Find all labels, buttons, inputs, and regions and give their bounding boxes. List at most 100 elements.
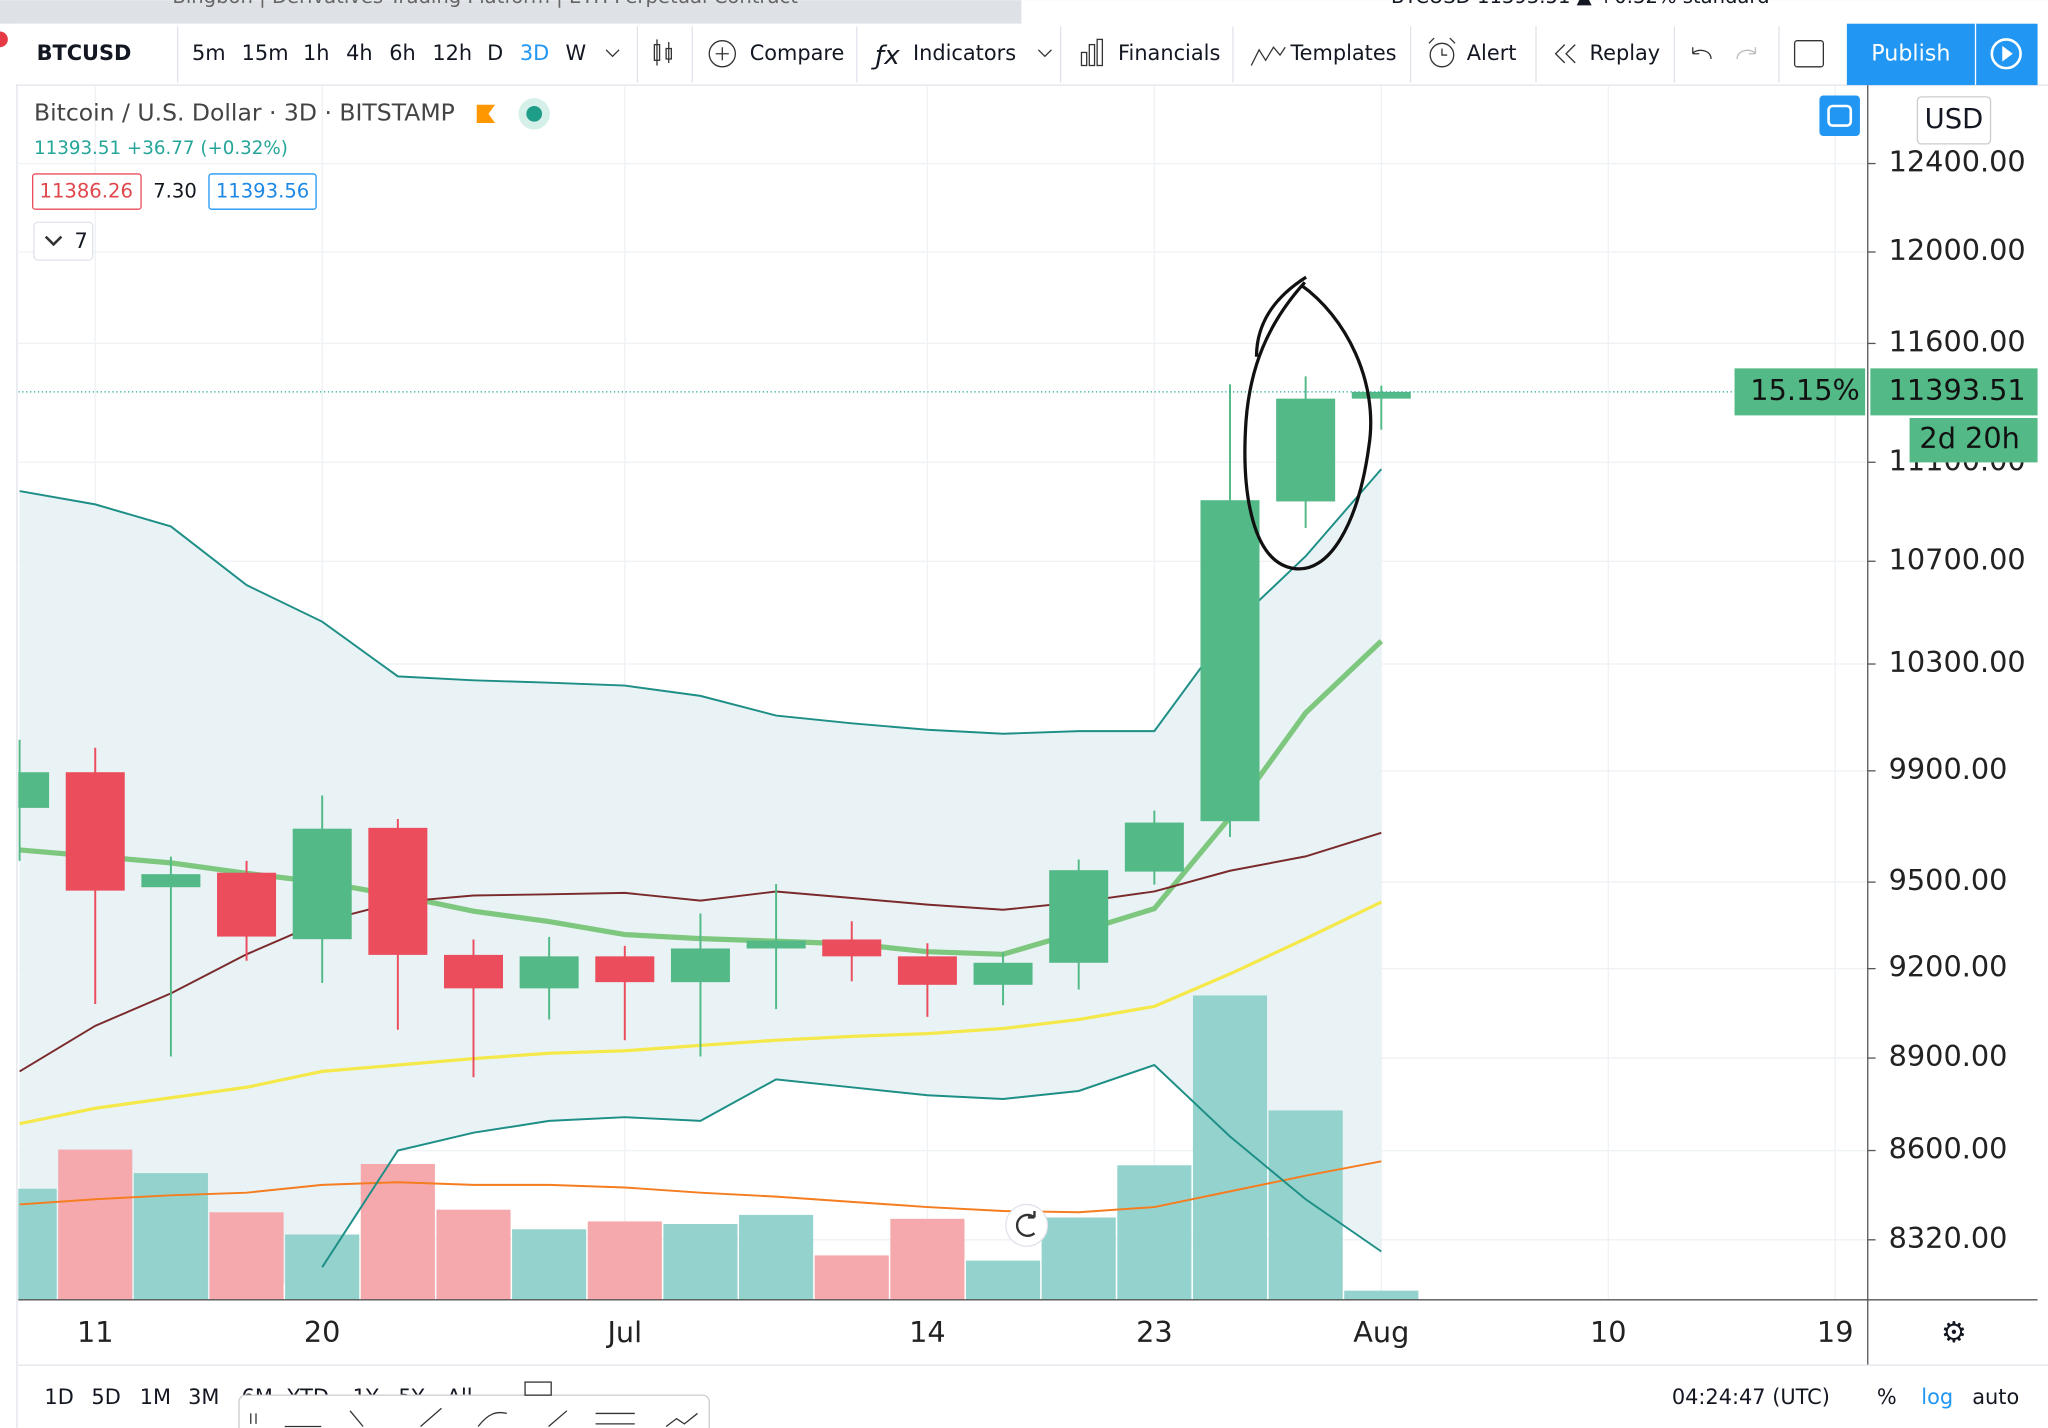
plot <box>18 85 1868 1300</box>
range[interactable]: 3M <box>188 1385 219 1409</box>
indicators[interactable]: Indicators <box>913 41 1016 65</box>
layout-button[interactable] <box>1793 40 1824 68</box>
volume-ma <box>19 1160 1382 1214</box>
candle-body <box>217 872 277 937</box>
tab-title[interactable]: BTCUSD 11393.51 ▲ +0.32% standard <box>1391 0 1770 8</box>
y-tick-label: 10700.00 <box>1889 542 2026 576</box>
volume-bar <box>18 1188 57 1300</box>
candle-body <box>1351 391 1411 399</box>
candle-body <box>1124 822 1184 872</box>
symbol[interactable]: BTCUSD <box>37 41 132 65</box>
fx-icon[interactable]: ƒx <box>870 41 900 71</box>
chevron[interactable] <box>605 49 620 58</box>
volume-bar <box>814 1255 889 1300</box>
drawing-tools[interactable] <box>250 1381 698 1428</box>
x-tick-label: 19 <box>1817 1315 1854 1349</box>
play-icon <box>1990 38 2022 70</box>
volume-bar <box>1192 995 1268 1300</box>
annotation-ellipse <box>1243 275 1373 571</box>
volume-bar <box>1117 1165 1192 1300</box>
y-tick-label: 8320.00 <box>1889 1221 2008 1255</box>
interval[interactable]: 12h <box>432 41 472 65</box>
chevron[interactable] <box>44 235 63 247</box>
fullscreen-button[interactable] <box>1819 95 1860 137</box>
interval[interactable]: 1h <box>303 41 330 65</box>
currency[interactable]: USD <box>1925 104 1984 135</box>
y-tick-label: 10300.00 <box>1889 645 2026 679</box>
replay-icon[interactable] <box>1554 44 1576 64</box>
x-tick-label: Aug <box>1353 1315 1409 1349</box>
volume-bar <box>1344 1290 1419 1300</box>
play-icon <box>2002 45 2013 62</box>
log-toggle[interactable]: log <box>1921 1385 1953 1409</box>
price-label: 11393.51 <box>1889 373 2026 407</box>
candle-body <box>1049 870 1109 963</box>
alert-icon[interactable] <box>1428 37 1456 68</box>
volume-bar <box>890 1218 965 1300</box>
candle-body <box>973 962 1033 985</box>
browser-tab-active <box>1021 0 2048 24</box>
candle-body <box>1200 500 1260 822</box>
countdown-box <box>1909 418 2038 463</box>
candle-body <box>670 948 730 983</box>
interval[interactable]: 6h <box>389 41 416 65</box>
interval[interactable]: 3D <box>520 41 549 65</box>
publish[interactable]: Publish <box>1871 40 1950 66</box>
toolbar: BTCUSD Compare ƒx Indicators Financials … <box>15 23 2048 86</box>
candle-body <box>292 828 352 940</box>
x-tick-label: 23 <box>1136 1315 1173 1349</box>
range[interactable]: 1M <box>140 1385 171 1409</box>
ask[interactable]: 11393.56 <box>216 180 309 203</box>
candle-body <box>18 772 50 808</box>
collapsed-count[interactable]: 7 <box>74 229 87 253</box>
quote: 11393.51 +36.77 (+0.32%) <box>34 138 288 159</box>
countdown-label: 2d 20h <box>1919 421 2019 455</box>
interval[interactable]: D <box>487 41 503 65</box>
volume-bar <box>360 1163 435 1300</box>
redo[interactable] <box>1736 47 1757 60</box>
volume-bar <box>436 1209 511 1300</box>
replay[interactable]: Replay <box>1590 41 1661 65</box>
y-tick-label: 12000.00 <box>1889 233 2026 267</box>
chevron[interactable] <box>1037 49 1052 58</box>
volume-bar <box>663 1224 738 1300</box>
candle-body <box>141 874 201 888</box>
range[interactable]: 5D <box>91 1385 120 1409</box>
ask-box[interactable] <box>208 173 317 210</box>
x-tick-label: 14 <box>909 1315 946 1349</box>
publish-button[interactable] <box>1846 23 1975 86</box>
flag[interactable] <box>476 104 496 123</box>
percent-toggle[interactable]: % <box>1877 1385 1897 1409</box>
alert[interactable]: Alert <box>1467 41 1517 65</box>
tab-title[interactable]: Bingbon | Derivatives Trading Platform |… <box>172 0 798 8</box>
financials-icon[interactable] <box>1080 38 1104 67</box>
range[interactable]: 1D <box>44 1385 73 1409</box>
volume-bar <box>1268 1110 1343 1300</box>
bid[interactable]: 11386.26 <box>39 180 132 203</box>
templates[interactable]: Templates <box>1289 41 1396 65</box>
candle-icon[interactable] <box>653 39 672 66</box>
axes: 8320.00 8600.00 8900.00 9200.00 9500.00 9900.… <box>77 145 2038 1349</box>
auto-toggle[interactable]: auto <box>1972 1385 2019 1409</box>
band-fill <box>19 469 1382 1300</box>
currency-box[interactable] <box>1916 96 1992 145</box>
collapse-button[interactable] <box>33 221 94 261</box>
interval[interactable]: 5m <box>192 41 226 65</box>
status <box>526 106 543 122</box>
fullscreen-icon <box>1827 104 1853 127</box>
candle-body <box>368 827 428 955</box>
interval[interactable]: 15m <box>242 41 289 65</box>
candle-body <box>1276 398 1336 502</box>
x-tick-label: 20 <box>304 1315 341 1349</box>
bid-box[interactable] <box>31 173 142 210</box>
interval[interactable]: 4h <box>346 41 373 65</box>
reset-button[interactable] <box>1005 1203 1049 1247</box>
compare[interactable]: Compare <box>750 41 845 65</box>
settings-icon[interactable]: ⚙ <box>1941 1315 1967 1349</box>
undo[interactable] <box>1692 47 1712 60</box>
templates-icon[interactable] <box>1250 46 1286 66</box>
volume-bar <box>512 1229 587 1300</box>
compare-icon[interactable] <box>708 40 736 68</box>
financials[interactable]: Financials <box>1118 41 1220 65</box>
interval[interactable]: W <box>566 41 587 65</box>
